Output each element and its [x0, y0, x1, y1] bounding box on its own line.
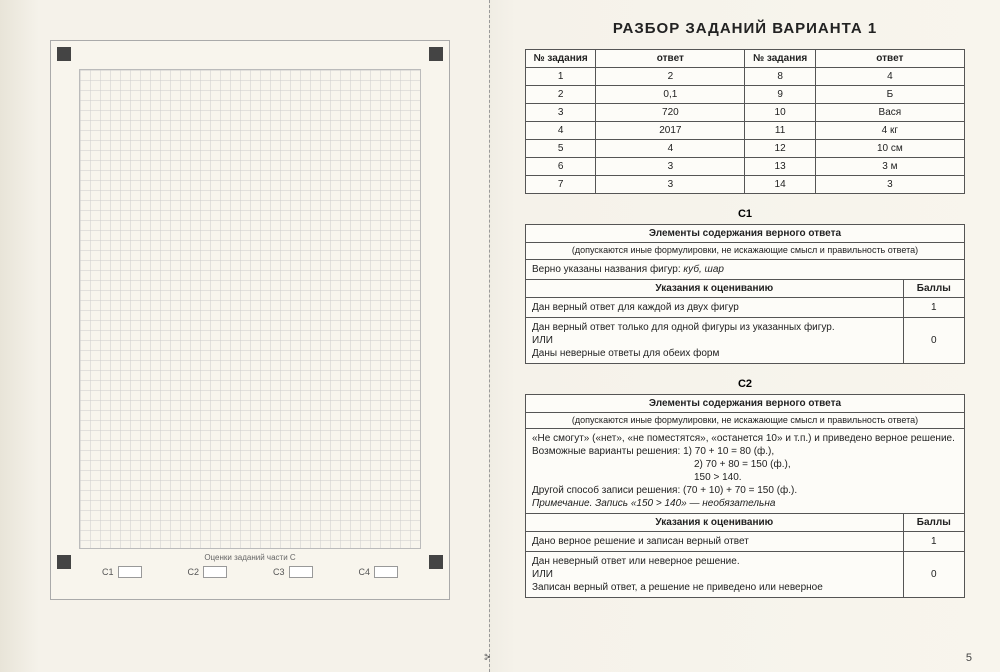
marker-tr	[429, 47, 443, 61]
page-number: 5	[966, 652, 972, 664]
answer-sheet: Оценки заданий части С С1 С2 С3 С4	[50, 40, 450, 600]
c1-label: С1	[525, 208, 965, 220]
left-page: Оценки заданий части С С1 С2 С3 С4	[0, 0, 490, 672]
c1-body: Верно указаны названия фигур: куб, шар	[526, 259, 965, 279]
right-page: РАЗБОР ЗАДАНИЙ ВАРИАНТА 1 № задания отве…	[490, 0, 1000, 672]
c1-table: Элементы содержания верного ответа (допу…	[525, 224, 965, 364]
answers-table: № задания ответ № задания ответ 128420,1…	[525, 49, 965, 194]
page-title: РАЗБОР ЗАДАНИЙ ВАРИАНТА 1	[525, 20, 965, 37]
table-row: 73143	[526, 176, 965, 194]
answers-header-row: № задания ответ № задания ответ	[526, 50, 965, 68]
grid-area	[79, 69, 421, 549]
c1-cell: С1	[102, 566, 142, 578]
table-row: 63133 м	[526, 158, 965, 176]
c4-cell: С4	[358, 566, 398, 578]
c2-table: Элементы содержания верного ответа (допу…	[525, 394, 965, 599]
marker-tl	[57, 47, 71, 61]
table-row: 1284	[526, 68, 965, 86]
c3-cell: С3	[273, 566, 313, 578]
table-row: 372010Вася	[526, 104, 965, 122]
grid-caption: Оценки заданий части С	[61, 553, 439, 562]
marker-br	[429, 555, 443, 569]
c2-body: «Не смогут» («нет», «не поместятся», «ос…	[526, 429, 965, 514]
table-row: 20,19Б	[526, 86, 965, 104]
c2-cell: С2	[187, 566, 227, 578]
table-row: 42017114 кг	[526, 122, 965, 140]
c-score-row: С1 С2 С3 С4	[79, 566, 421, 578]
table-row: 541210 см	[526, 140, 965, 158]
c2-label: С2	[525, 378, 965, 390]
marker-bl	[57, 555, 71, 569]
